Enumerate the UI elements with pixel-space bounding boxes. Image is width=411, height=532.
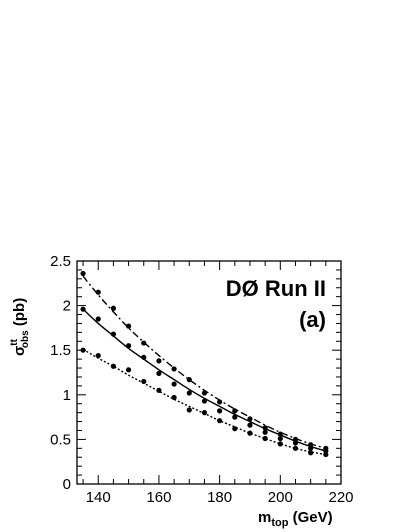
data-point (156, 387, 162, 393)
data-point (323, 451, 329, 458)
x-tick-label: 160 (146, 489, 171, 506)
data-point (201, 410, 208, 416)
y-tick-label: 1 (63, 387, 71, 404)
data-point (217, 408, 223, 414)
annotation-experiment: DØ Run II (226, 276, 326, 301)
data-point (262, 429, 268, 435)
data-point (277, 435, 283, 442)
data-point (247, 430, 253, 436)
fit-curve-solid (82, 308, 327, 452)
x-axis-title-sub: top (271, 517, 288, 529)
data-point (95, 352, 101, 359)
y-tick-label: 2 (63, 298, 71, 315)
y-tick-label: 1.5 (50, 342, 71, 359)
x-tick-label: 220 (328, 489, 353, 506)
y-tick-label: 0 (63, 476, 71, 493)
data-point (125, 367, 132, 373)
data-point (186, 377, 192, 383)
data-point (125, 343, 132, 349)
x-tick-label: 140 (86, 489, 111, 506)
data-point (171, 394, 177, 401)
x-tick-label: 180 (207, 489, 232, 506)
data-point (217, 418, 223, 424)
y-axis-title-sup: tt (9, 338, 20, 345)
data-point (201, 398, 208, 404)
data-point (95, 316, 101, 322)
x-axis-title-unit: (GeV) (288, 509, 332, 526)
data-point (125, 323, 132, 329)
fit-curve-dash-dot (82, 275, 327, 449)
data-point (186, 407, 192, 413)
series-dotted (80, 347, 329, 458)
data-point (201, 390, 208, 396)
x-tick-label: 200 (268, 489, 293, 506)
data-point (232, 408, 238, 414)
y-axis-title-unit: (pb) (11, 298, 28, 330)
data-point (110, 331, 117, 337)
y-axis-title: σttobs (pb) (9, 298, 31, 356)
x-axis-title-main: m (258, 509, 271, 526)
data-point (141, 378, 147, 385)
data-point (292, 445, 299, 451)
data-point (323, 448, 329, 454)
data-point (80, 306, 86, 312)
data-point (186, 390, 192, 396)
data-point (110, 305, 117, 311)
data-point (141, 340, 147, 346)
data-point (262, 435, 268, 442)
data-point (80, 270, 86, 277)
data-point (232, 414, 238, 420)
axis-ticks: 140 160 180 200 220 0 0.5 1 1.5 2 2.5 (50, 253, 353, 506)
annotation-panel-label: (a) (299, 307, 326, 332)
series-layer (80, 270, 329, 458)
data-point (308, 450, 314, 456)
data-point (110, 363, 117, 369)
data-point (292, 440, 299, 446)
data-point (141, 354, 147, 360)
data-point (232, 426, 238, 432)
plot-frame (76, 260, 342, 485)
y-tick-label: 2.5 (50, 253, 71, 270)
data-point (156, 358, 162, 364)
data-point (217, 399, 223, 405)
data-point (80, 347, 86, 353)
data-point (277, 441, 283, 447)
x-axis-title: mtop (GeV) (258, 509, 333, 529)
data-point (247, 422, 253, 428)
y-tick-label: 0.5 (50, 431, 71, 448)
data-point (308, 445, 314, 451)
data-point (95, 289, 101, 295)
data-point (156, 370, 162, 376)
data-point (171, 381, 177, 387)
y-axis-title-sub: obs (20, 330, 31, 348)
data-point (171, 366, 177, 372)
series-solid (80, 306, 329, 454)
y-axis-title-main: σ (11, 346, 28, 356)
